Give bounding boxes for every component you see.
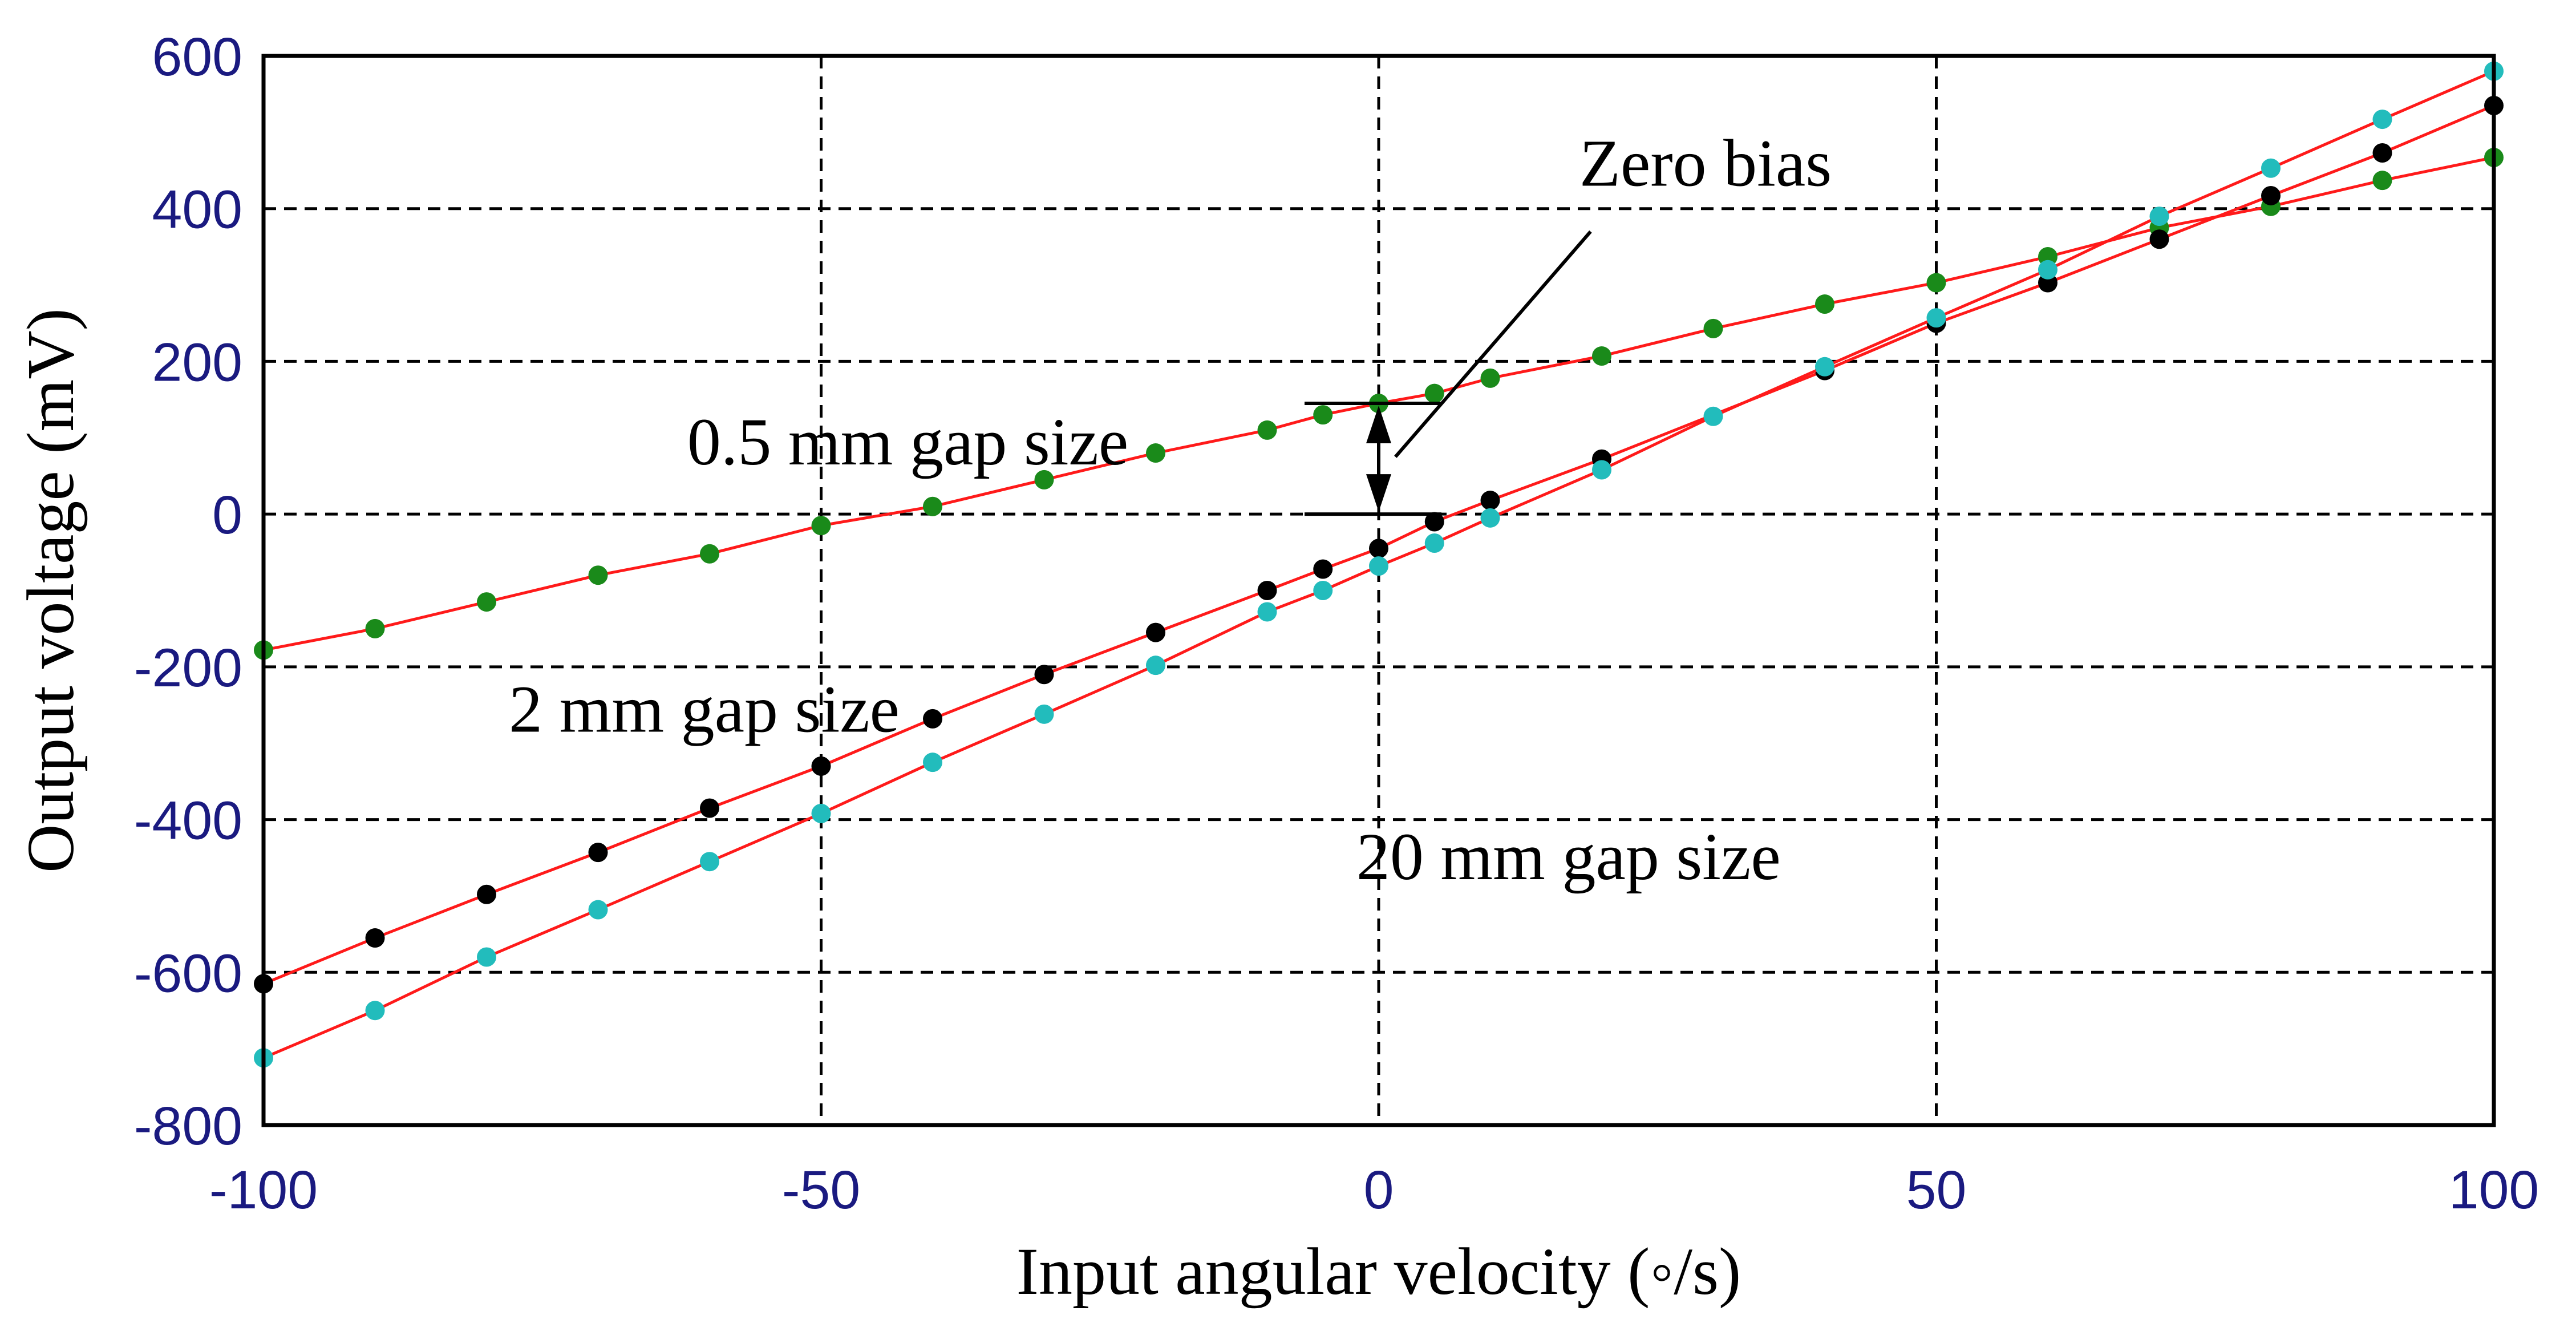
data-point (2372, 110, 2392, 130)
data-point (2261, 185, 2281, 205)
data-point (700, 852, 719, 872)
y-tick-label: -800 (134, 1096, 242, 1156)
data-point (811, 516, 831, 536)
data-point (1034, 470, 1054, 490)
y-tick-label: 200 (152, 332, 242, 393)
data-point (700, 544, 719, 564)
data-point (923, 753, 942, 772)
x-tick-label: 0 (1364, 1160, 1394, 1220)
data-point (365, 928, 385, 948)
data-point (1424, 512, 1444, 532)
data-point (923, 709, 942, 729)
data-point (1146, 622, 1165, 642)
data-point (588, 565, 608, 585)
bias-arrow-down (1366, 474, 1391, 512)
y-tick-label: -200 (134, 638, 242, 698)
x-tick-label: -100 (209, 1160, 318, 1220)
data-point (588, 843, 608, 863)
data-point (1480, 491, 1500, 511)
y-tick-label: 400 (152, 180, 242, 240)
data-point (1257, 420, 1277, 440)
y-tick-label: 0 (212, 485, 242, 545)
data-point (1369, 556, 1388, 576)
zero-bias-marker (1305, 230, 1592, 516)
data-point (477, 884, 496, 904)
tick-labels: -100 -50 0 50 100 -800 -600 -400 -200 0 200 400 600 (134, 27, 2539, 1220)
data-point (1034, 665, 1054, 685)
data-point (2149, 229, 2169, 249)
annotation-label: 20 mm gap size (1356, 819, 1781, 894)
data-point (1313, 405, 1333, 425)
data-point (1146, 656, 1165, 675)
data-point (1703, 406, 1723, 426)
data-point (1313, 559, 1333, 579)
data-point (2372, 171, 2392, 191)
bias-pointer-line (1394, 230, 1592, 458)
data-point (1592, 346, 1611, 366)
data-point (1815, 294, 1834, 314)
y-tick-label: -400 (134, 791, 242, 851)
plot-frame (261, 54, 2496, 1127)
data-point (1034, 704, 1054, 724)
series-line (263, 104, 2494, 985)
data-point (923, 496, 942, 516)
data-point (1257, 602, 1277, 622)
x-tick-label: -50 (782, 1160, 860, 1220)
x-tick-label: 50 (1906, 1160, 1967, 1220)
data-point (1313, 581, 1333, 600)
data-point (2038, 260, 2057, 280)
data-point (1926, 273, 1946, 293)
data-point (2261, 158, 2281, 178)
data-point (811, 803, 831, 823)
bias-arrow-up (1366, 406, 1391, 444)
data-point (1703, 318, 1723, 338)
data-point (2372, 143, 2392, 163)
data-point (1146, 443, 1165, 463)
data-point (365, 1001, 385, 1021)
data-point (2149, 207, 2169, 226)
data-point (477, 592, 496, 612)
y-tick-label: -600 (134, 943, 242, 1004)
y-tick-label: 600 (152, 27, 242, 87)
x-tick-label: 100 (2449, 1160, 2539, 1220)
series-20-mm-gap-size (254, 61, 2504, 1068)
data-point (1815, 357, 1834, 377)
data-point (588, 900, 608, 920)
data-point (1592, 460, 1611, 480)
data-point (365, 618, 385, 638)
data-point (1926, 308, 1946, 328)
y-axis-title: Output voltage (mV) (13, 308, 88, 873)
annotation-label: 0.5 mm gap size (687, 404, 1128, 479)
data-point (477, 947, 496, 967)
data-point (1369, 539, 1388, 559)
data-point (811, 756, 831, 776)
data-point (700, 798, 719, 818)
data-point (1424, 533, 1444, 553)
data-point (1480, 368, 1500, 388)
annotation-label: 2 mm gap size (509, 672, 900, 747)
x-axis-title: Input angular velocity (◦/s) (1016, 1234, 1741, 1309)
data-point (1257, 581, 1277, 600)
annotation-label: Zero bias (1579, 126, 1832, 201)
data-point (1480, 508, 1500, 528)
data-point (1424, 383, 1444, 403)
annotations: Zero bias 0.5 mm gap size 2 mm gap size 20 … (509, 126, 1832, 894)
